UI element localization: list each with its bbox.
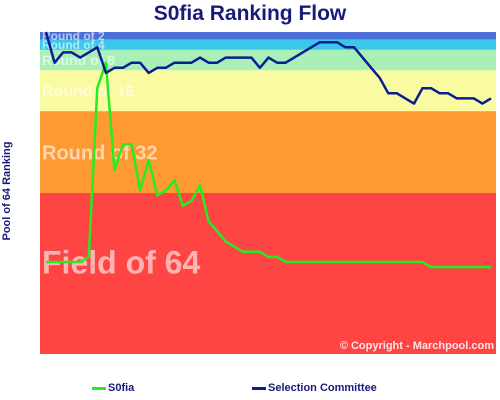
band-round-of-2: [40, 32, 496, 40]
legend-label-selection-committee: Selection Committee: [268, 382, 377, 394]
chart-title: S0fia Ranking Flow: [153, 2, 347, 25]
copyright-text: © Copyright - Marchpool.com: [340, 340, 494, 352]
band-round-of-4: [40, 39, 496, 50]
legend-label-s0fia: S0fia: [108, 382, 135, 394]
legend-item-selection-committee: Selection Committee: [252, 382, 377, 396]
series-line-s0fia: [46, 61, 491, 269]
legend-swatch-s0fia: [92, 386, 106, 390]
band-label-round-of-2: Round of 2: [42, 29, 105, 43]
band-field-of-64: [40, 193, 496, 354]
band-round-of-32: [40, 111, 496, 193]
legend-swatch-selection-committee: [252, 386, 266, 390]
band-label-round-of-32: Round of 32: [42, 142, 158, 164]
band-label-round-of-4: Round of 4: [42, 38, 105, 52]
series-line-selection-committee: [44, 31, 492, 105]
legend-item-s0fia: S0fia: [92, 382, 134, 396]
band-label-round-of-16: Round of 16: [42, 84, 135, 101]
